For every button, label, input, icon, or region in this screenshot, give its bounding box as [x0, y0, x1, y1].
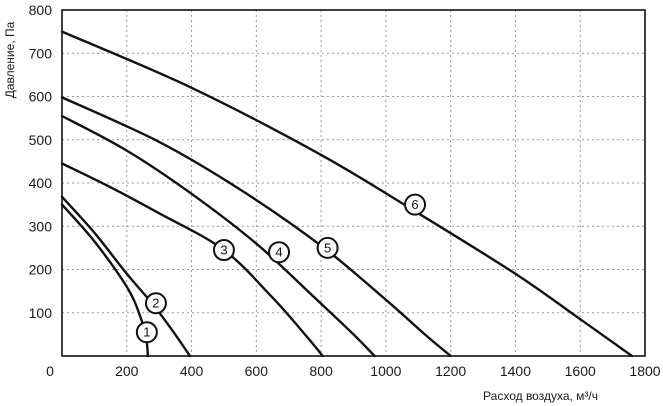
y-tick-label: 600 [29, 89, 53, 105]
x-tick-label: 200 [115, 363, 139, 379]
y-tick-label: 400 [29, 175, 53, 191]
curve-4 [60, 114, 376, 358]
x-tick-label: 1600 [565, 363, 596, 379]
y-tick-label: 800 [29, 2, 53, 18]
curve-5 [60, 96, 452, 358]
x-tick-label: 400 [180, 363, 204, 379]
y-tick-label: 500 [29, 132, 53, 148]
x-tick-label: 1400 [500, 363, 531, 379]
curve-label-text: 3 [220, 243, 227, 258]
grid-layer [62, 10, 645, 356]
y-tick-label: 100 [29, 305, 53, 321]
curve-label-2: 2 [144, 292, 167, 315]
x-tick-label: 1800 [629, 363, 660, 379]
tick-layer: 0 200 400 600 800 1000 1200 1400 1600 18001002003… [29, 2, 661, 379]
curve-label-text: 1 [143, 325, 150, 340]
x-tick-label: 1200 [435, 363, 466, 379]
curve-label-text: 6 [411, 197, 418, 212]
y-tick-label: 300 [29, 218, 53, 234]
curve-label-circle [404, 193, 427, 216]
x-tick-label: 1000 [370, 363, 401, 379]
curve-2 [60, 195, 192, 358]
x-tick-label: 600 [245, 363, 269, 379]
curve-label-circle [268, 241, 291, 264]
x-axis-title: Расход воздуха, м³/ч [483, 389, 598, 403]
curve-label-3: 3 [212, 239, 235, 262]
curve-label-text: 5 [324, 240, 331, 255]
curve-label-text: 2 [152, 296, 159, 311]
curve-label-circle [212, 239, 235, 262]
curve-1 [60, 203, 149, 358]
curve-label-circle [135, 321, 158, 344]
y-tick-label: 700 [29, 45, 53, 61]
curve-label-circle [316, 236, 339, 259]
y-axis-title: Давление, Па [3, 21, 17, 98]
curve-label-4: 4 [268, 241, 291, 264]
plot-frame [61, 9, 646, 357]
curve-6 [60, 30, 634, 358]
curve-label-text: 4 [275, 245, 282, 260]
curve-label-5: 5 [316, 236, 339, 259]
badge-layer: 12 3 4 5 6 [135, 193, 427, 344]
curve-label-6: 6 [404, 193, 427, 216]
curve-label-1: 1 [135, 321, 158, 344]
curve-label-circle [144, 292, 167, 315]
x-tick-label: 800 [309, 363, 333, 379]
x-tick-label: 0 [46, 363, 54, 379]
y-tick-label: 200 [29, 262, 53, 278]
